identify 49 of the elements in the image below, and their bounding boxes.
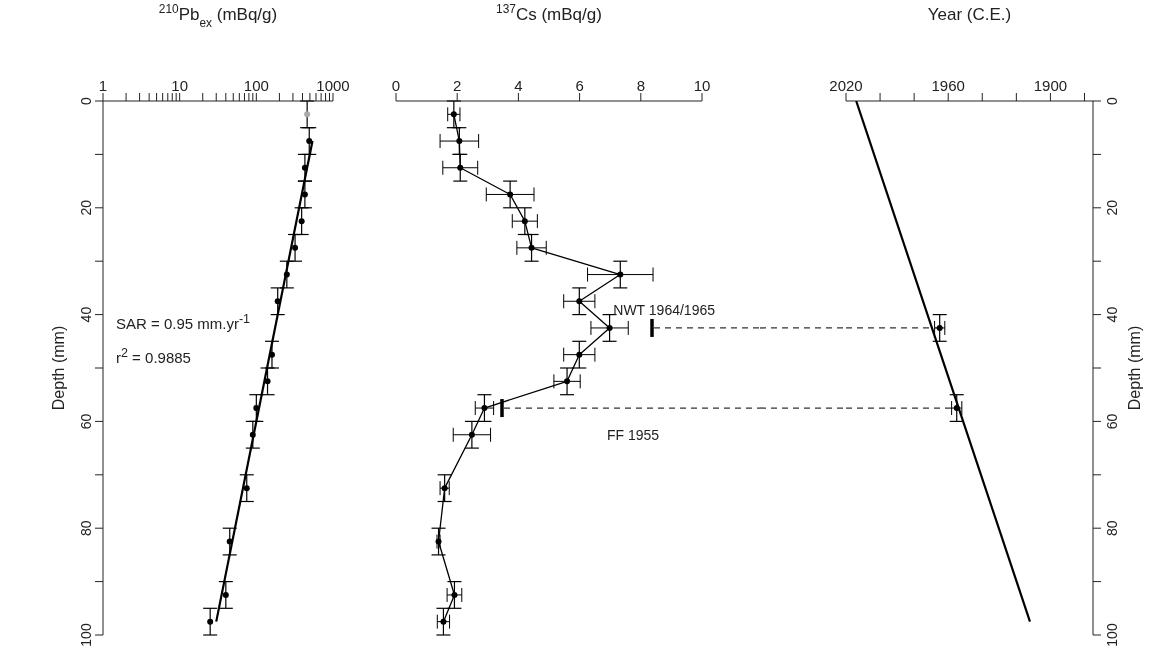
point xyxy=(617,271,624,278)
x-tick-label: 1900 xyxy=(1033,77,1068,94)
ref-line-label: FF 1955 xyxy=(607,427,660,444)
y2-tick-label: 80 xyxy=(1104,520,1120,536)
x-tick-label: 2020 xyxy=(829,77,863,94)
y-tick-label: 40 xyxy=(78,306,94,323)
point xyxy=(576,298,583,305)
y-axis-title: Depth (mm) xyxy=(50,325,67,411)
x-tick-label: 2 xyxy=(453,77,462,94)
annotation: r$^{2}$ = 0.9885 xyxy=(116,346,191,366)
y2-tick-label: 20 xyxy=(1104,199,1120,216)
y-tick-label: 100 xyxy=(78,623,94,647)
point xyxy=(440,618,447,625)
point xyxy=(528,244,535,251)
y2-tick-label: 60 xyxy=(1104,413,1120,430)
y-tick-label: 0 xyxy=(78,96,94,105)
point xyxy=(521,218,528,225)
point xyxy=(451,591,458,598)
y2-tick-label: 0 xyxy=(1104,96,1120,105)
x-tick-label: 0 xyxy=(391,77,401,94)
point xyxy=(468,431,475,438)
x-tick-label: 6 xyxy=(575,77,584,94)
x-tick-label: 1000 xyxy=(316,77,350,94)
point xyxy=(606,324,613,331)
point xyxy=(457,164,464,171)
x-axis-title: $^{137}$Cs (mBq/g) xyxy=(496,2,602,24)
ref-line-label: NWT 1964/1965 xyxy=(613,301,716,318)
y2-tick-label: 100 xyxy=(1104,623,1120,647)
x-axis-title: $^{210}$Pb$_{ex}$ (mBq/g) xyxy=(158,2,278,30)
point xyxy=(456,138,463,145)
x-tick-label: 8 xyxy=(636,77,645,94)
x-tick-label: 1960 xyxy=(931,77,965,94)
x-axis-title: Year (C.E.) xyxy=(927,5,1012,24)
annotation: SAR = 0.95 mm.yr$^{-1}$ xyxy=(116,312,251,332)
y-tick-label: 80 xyxy=(78,520,94,536)
x-tick-label: 10 xyxy=(171,77,189,94)
y-tick-label: 20 xyxy=(78,199,94,216)
x-tick-label: 1 xyxy=(98,77,108,94)
x-tick-label: 4 xyxy=(514,77,523,94)
point xyxy=(450,111,457,118)
point xyxy=(507,191,514,198)
y2-tick-label: 40 xyxy=(1104,306,1120,323)
y-tick-label: 60 xyxy=(78,413,94,430)
x-tick-label: 100 xyxy=(243,77,269,94)
y2-axis-title: Depth (mm) xyxy=(1126,325,1143,411)
point xyxy=(576,351,583,358)
point xyxy=(481,405,488,412)
point xyxy=(564,378,571,385)
x-tick-label: 10 xyxy=(693,77,711,94)
